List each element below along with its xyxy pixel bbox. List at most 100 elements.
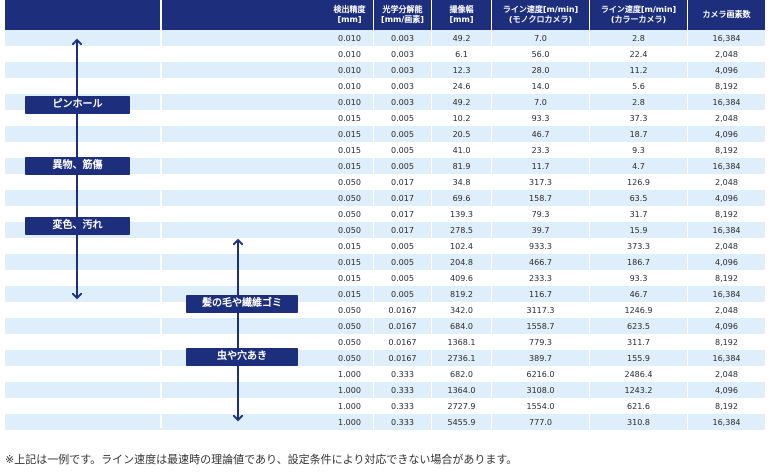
cell-line-speed-mono: 466.7 <box>492 254 590 270</box>
cell-line-speed-color: 31.7 <box>590 206 688 222</box>
cell-line-speed-color: 9.3 <box>590 142 688 158</box>
cell-detection-accuracy: 1.000 <box>326 398 374 414</box>
left-row-stripe <box>5 110 326 126</box>
cell-camera-pixels: 4,096 <box>688 62 766 78</box>
cell-detection-accuracy: 0.010 <box>326 62 374 78</box>
cell-imaging-width: 139.3 <box>432 206 492 222</box>
cell-camera-pixels: 16,384 <box>688 158 766 174</box>
cell-optical-resolution: 0.333 <box>374 366 432 382</box>
cell-line-speed-mono: 6216.0 <box>492 366 590 382</box>
table-row: 0.050 0.0167 342.0 3117.3 1246.9 2,048 <box>326 302 766 318</box>
cell-imaging-width: 682.0 <box>432 366 492 382</box>
cell-camera-pixels: 8,192 <box>688 142 766 158</box>
cell-line-speed-color: 310.8 <box>590 414 688 430</box>
cell-optical-resolution: 0.005 <box>374 158 432 174</box>
cell-imaging-width: 2736.1 <box>432 350 492 366</box>
cell-line-speed-mono: 1554.0 <box>492 398 590 414</box>
cell-camera-pixels: 4,096 <box>688 126 766 142</box>
left-row-stripe <box>5 190 326 206</box>
cell-detection-accuracy: 0.010 <box>326 78 374 94</box>
cell-detection-accuracy: 0.050 <box>326 174 374 190</box>
label-hair-fiber: 髪の毛や繊維ゴミ <box>186 295 298 313</box>
cell-imaging-width: 81.9 <box>432 158 492 174</box>
cell-imaging-width: 2727.9 <box>432 398 492 414</box>
table-row: 0.015 0.005 409.6 233.3 93.3 8,192 <box>326 270 766 286</box>
table-row: 1.000 0.333 1364.0 3108.0 1243.2 4,096 <box>326 382 766 398</box>
cell-detection-accuracy: 0.050 <box>326 350 374 366</box>
cell-line-speed-mono: 116.7 <box>492 286 590 302</box>
cell-detection-accuracy: 0.050 <box>326 190 374 206</box>
cell-imaging-width: 49.2 <box>432 94 492 110</box>
left-header-block-1 <box>5 0 160 30</box>
cell-optical-resolution: 0.005 <box>374 110 432 126</box>
cell-line-speed-color: 621.6 <box>590 398 688 414</box>
cell-detection-accuracy: 0.015 <box>326 270 374 286</box>
cell-optical-resolution: 0.0167 <box>374 318 432 334</box>
cell-detection-accuracy: 0.015 <box>326 126 374 142</box>
cell-imaging-width: 24.6 <box>432 78 492 94</box>
table-row: 0.050 0.0167 684.0 1558.7 623.5 4,096 <box>326 318 766 334</box>
cell-camera-pixels: 4,096 <box>688 382 766 398</box>
header-optical-resolution: 光学分解能 [mm/画素] <box>374 0 432 30</box>
cell-imaging-width: 409.6 <box>432 270 492 286</box>
cell-camera-pixels: 2,048 <box>688 238 766 254</box>
left-row-stripe <box>5 126 326 142</box>
cell-imaging-width: 1364.0 <box>432 382 492 398</box>
cell-line-speed-mono: 779.3 <box>492 334 590 350</box>
cell-imaging-width: 819.2 <box>432 286 492 302</box>
table-row: 0.050 0.0167 1368.1 779.3 311.7 8,192 <box>326 334 766 350</box>
cell-line-speed-color: 1243.2 <box>590 382 688 398</box>
table-row: 0.015 0.005 204.8 466.7 186.7 4,096 <box>326 254 766 270</box>
cell-line-speed-color: 63.5 <box>590 190 688 206</box>
cell-line-speed-mono: 23.3 <box>492 142 590 158</box>
table-row: 0.050 0.0167 2736.1 389.7 155.9 16,384 <box>326 350 766 366</box>
cell-line-speed-color: 1246.9 <box>590 302 688 318</box>
cell-detection-accuracy: 0.050 <box>326 318 374 334</box>
cell-line-speed-color: 155.9 <box>590 350 688 366</box>
cell-line-speed-mono: 1558.7 <box>492 318 590 334</box>
cell-detection-accuracy: 1.000 <box>326 382 374 398</box>
table-row: 0.010 0.003 12.3 28.0 11.2 4,096 <box>326 62 766 78</box>
left-row-stripe <box>5 46 326 62</box>
left-row-stripe <box>5 78 326 94</box>
table-row: 0.050 0.017 69.6 158.7 63.5 4,096 <box>326 190 766 206</box>
cell-optical-resolution: 0.003 <box>374 46 432 62</box>
left-row-stripe <box>5 382 326 398</box>
cell-optical-resolution: 0.0167 <box>374 302 432 318</box>
cell-optical-resolution: 0.003 <box>374 94 432 110</box>
cell-detection-accuracy: 0.015 <box>326 110 374 126</box>
cell-detection-accuracy: 0.015 <box>326 158 374 174</box>
cell-detection-accuracy: 0.010 <box>326 46 374 62</box>
cell-optical-resolution: 0.0167 <box>374 334 432 350</box>
table-row: 1.000 0.333 2727.9 1554.0 621.6 8,192 <box>326 398 766 414</box>
cell-camera-pixels: 2,048 <box>688 366 766 382</box>
cell-line-speed-mono: 3108.0 <box>492 382 590 398</box>
table-row: 0.015 0.005 819.2 116.7 46.7 16,384 <box>326 286 766 302</box>
spec-table-area: ピンホール 異物、筋傷 変色、汚れ 髪の毛や繊維ゴミ 虫や穴あき 検出精度 [m… <box>5 0 766 430</box>
left-row-stripe <box>5 238 326 254</box>
cell-line-speed-mono: 79.3 <box>492 206 590 222</box>
cell-camera-pixels: 2,048 <box>688 46 766 62</box>
cell-camera-pixels: 16,384 <box>688 222 766 238</box>
cell-line-speed-mono: 7.0 <box>492 94 590 110</box>
cell-detection-accuracy: 0.015 <box>326 286 374 302</box>
cell-imaging-width: 69.6 <box>432 190 492 206</box>
cell-detection-accuracy: 0.050 <box>326 206 374 222</box>
cell-camera-pixels: 16,384 <box>688 94 766 110</box>
cell-line-speed-mono: 46.7 <box>492 126 590 142</box>
left-row-stripe <box>5 318 326 334</box>
cell-imaging-width: 278.5 <box>432 222 492 238</box>
cell-optical-resolution: 0.0167 <box>374 350 432 366</box>
cell-imaging-width: 102.4 <box>432 238 492 254</box>
cell-line-speed-mono: 233.3 <box>492 270 590 286</box>
label-foreign-matter: 異物、筋傷 <box>25 157 130 175</box>
cell-optical-resolution: 0.005 <box>374 286 432 302</box>
cell-imaging-width: 1368.1 <box>432 334 492 350</box>
cell-optical-resolution: 0.017 <box>374 206 432 222</box>
cell-camera-pixels: 8,192 <box>688 206 766 222</box>
table-row: 0.050 0.017 278.5 39.7 15.9 16,384 <box>326 222 766 238</box>
header-line-speed-mono: ライン速度[m/min] (モノクロカメラ) <box>492 0 590 30</box>
left-row-stripe <box>5 398 326 414</box>
cell-camera-pixels: 8,192 <box>688 398 766 414</box>
cell-line-speed-color: 93.3 <box>590 270 688 286</box>
